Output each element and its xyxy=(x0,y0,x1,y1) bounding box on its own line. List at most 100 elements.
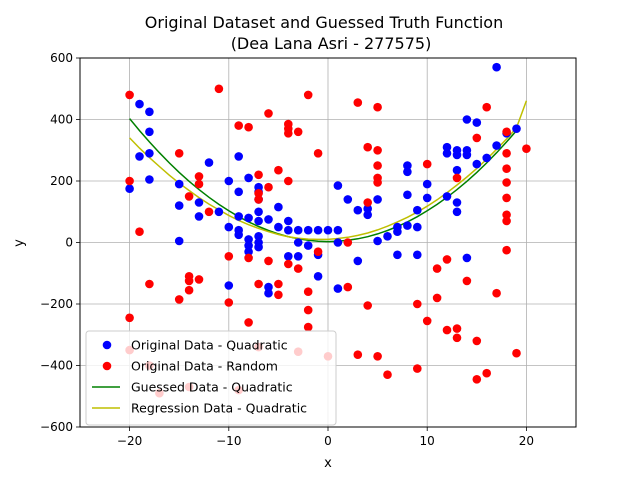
data-point-series-0 xyxy=(452,207,462,217)
data-point-series-1 xyxy=(413,364,422,373)
data-point-series-0 xyxy=(194,212,204,221)
data-point-series-1 xyxy=(502,178,511,187)
x-tick-label: 0 xyxy=(324,434,332,448)
data-point-series-0 xyxy=(135,152,144,161)
data-point-series-0 xyxy=(413,205,422,215)
data-point-series-1 xyxy=(125,176,134,186)
data-point-series-1 xyxy=(284,176,293,186)
axis-ticks: −20 −10 0 10 20 −600 −400 −200 0 200 400 600 xyxy=(40,51,534,448)
data-point-series-1 xyxy=(145,279,154,289)
y-tick-label: 0 xyxy=(65,236,73,250)
data-point-series-0 xyxy=(244,241,253,250)
y-tick-label: 200 xyxy=(50,174,73,188)
data-point-series-1 xyxy=(472,336,482,346)
data-point-series-1 xyxy=(174,149,184,158)
data-point-series-1 xyxy=(254,279,263,289)
data-point-series-0 xyxy=(373,236,382,246)
data-point-series-0 xyxy=(145,149,154,158)
data-point-series-0 xyxy=(363,204,373,213)
data-point-series-1 xyxy=(184,192,194,201)
data-point-series-0 xyxy=(135,99,144,109)
data-point-series-0 xyxy=(284,216,293,226)
data-point-series-0 xyxy=(492,141,501,150)
legend-label-1: Original Data - Random xyxy=(131,359,278,374)
x-axis-label: x xyxy=(324,456,332,471)
data-point-series-1 xyxy=(522,144,531,153)
data-point-series-1 xyxy=(363,301,373,310)
data-point-series-0 xyxy=(174,179,184,189)
x-tick-label: 20 xyxy=(519,434,534,448)
data-point-series-1 xyxy=(274,290,283,300)
data-point-series-1 xyxy=(442,255,452,264)
data-point-series-1 xyxy=(293,127,303,137)
data-point-series-1 xyxy=(254,170,263,180)
data-point-series-0 xyxy=(254,216,263,226)
data-point-series-1 xyxy=(284,129,293,138)
data-point-series-1 xyxy=(264,109,273,118)
data-point-series-1 xyxy=(254,195,263,204)
data-point-series-0 xyxy=(234,212,243,221)
data-point-series-0 xyxy=(293,225,303,235)
data-point-series-1 xyxy=(462,276,472,286)
data-point-series-1 xyxy=(482,102,492,112)
data-point-series-1 xyxy=(135,227,144,236)
data-point-series-0 xyxy=(194,198,204,207)
x-tick-label: −10 xyxy=(216,434,241,448)
data-point-series-1 xyxy=(264,182,273,192)
data-point-series-1 xyxy=(284,259,293,269)
legend-label-3: Regression Data - Quadratic xyxy=(131,401,307,416)
data-point-series-0 xyxy=(403,221,412,230)
y-tick-label: −200 xyxy=(40,297,73,311)
data-point-series-1 xyxy=(482,368,492,378)
data-point-series-0 xyxy=(145,107,154,117)
data-point-series-0 xyxy=(422,179,432,189)
data-point-series-0 xyxy=(234,187,243,197)
chart-subtitle: (Dea Lana Asri - 277575) xyxy=(231,34,432,53)
scatter-points xyxy=(125,62,531,398)
data-point-series-0 xyxy=(244,247,253,256)
data-point-series-0 xyxy=(403,167,412,177)
data-point-series-1 xyxy=(512,348,521,358)
data-point-series-0 xyxy=(244,235,253,244)
data-point-series-0 xyxy=(224,222,234,232)
data-point-series-1 xyxy=(432,293,442,303)
data-point-series-1 xyxy=(184,285,194,295)
data-point-series-1 xyxy=(274,165,283,175)
data-point-series-1 xyxy=(125,90,134,100)
data-point-series-0 xyxy=(244,173,253,183)
data-point-series-0 xyxy=(224,176,234,186)
data-point-series-0 xyxy=(452,198,462,207)
legend-box xyxy=(85,330,337,426)
data-point-series-1 xyxy=(452,333,462,343)
data-point-series-0 xyxy=(274,202,283,212)
data-point-series-0 xyxy=(323,225,333,235)
data-point-series-1 xyxy=(194,172,204,181)
data-point-series-1 xyxy=(502,193,511,203)
data-point-series-1 xyxy=(502,127,511,137)
data-point-series-0 xyxy=(393,250,402,260)
data-point-series-0 xyxy=(373,195,382,204)
data-point-series-0 xyxy=(472,118,482,127)
data-point-series-1 xyxy=(373,102,382,112)
data-point-series-0 xyxy=(492,62,501,72)
data-point-series-1 xyxy=(472,375,482,384)
data-point-series-0 xyxy=(442,149,452,158)
data-point-series-0 xyxy=(512,124,521,133)
data-point-series-1 xyxy=(224,251,234,261)
data-point-series-0 xyxy=(313,272,323,281)
data-point-series-1 xyxy=(343,282,353,292)
data-point-series-1 xyxy=(303,322,313,332)
series-line-3 xyxy=(129,100,528,241)
data-point-series-1 xyxy=(234,121,243,130)
data-point-series-0 xyxy=(363,210,373,220)
data-point-series-0 xyxy=(442,192,452,201)
data-point-series-0 xyxy=(145,127,154,137)
data-point-series-0 xyxy=(264,282,273,292)
series-line-2 xyxy=(129,118,518,243)
data-point-series-0 xyxy=(264,288,273,298)
data-point-series-0 xyxy=(174,236,184,246)
data-point-series-0 xyxy=(472,159,482,169)
data-point-series-1 xyxy=(413,299,422,309)
data-point-series-0 xyxy=(333,181,343,190)
y-tick-label: −600 xyxy=(40,420,73,434)
